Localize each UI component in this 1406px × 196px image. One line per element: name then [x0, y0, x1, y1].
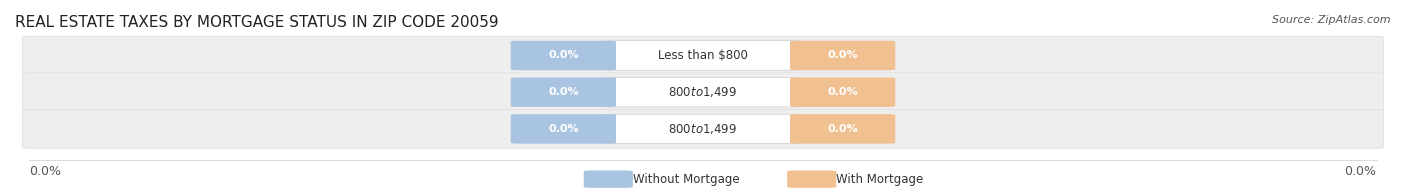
Text: REAL ESTATE TAXES BY MORTGAGE STATUS IN ZIP CODE 20059: REAL ESTATE TAXES BY MORTGAGE STATUS IN …: [15, 15, 499, 30]
Text: Without Mortgage: Without Mortgage: [633, 173, 740, 186]
FancyBboxPatch shape: [22, 36, 1384, 75]
Text: 0.0%: 0.0%: [1344, 165, 1376, 178]
Text: 0.0%: 0.0%: [548, 87, 579, 97]
FancyBboxPatch shape: [790, 114, 896, 144]
FancyBboxPatch shape: [22, 110, 1384, 148]
Text: $800 to $1,499: $800 to $1,499: [668, 122, 738, 136]
FancyBboxPatch shape: [510, 41, 616, 70]
FancyBboxPatch shape: [787, 171, 837, 188]
Text: Less than $800: Less than $800: [658, 49, 748, 62]
Text: 0.0%: 0.0%: [548, 51, 579, 61]
FancyBboxPatch shape: [510, 114, 616, 144]
Text: With Mortgage: With Mortgage: [837, 173, 924, 186]
FancyBboxPatch shape: [510, 77, 616, 107]
Text: 0.0%: 0.0%: [30, 165, 62, 178]
FancyBboxPatch shape: [790, 77, 896, 107]
Text: Source: ZipAtlas.com: Source: ZipAtlas.com: [1272, 15, 1391, 25]
Text: 0.0%: 0.0%: [827, 87, 858, 97]
FancyBboxPatch shape: [605, 77, 801, 107]
FancyBboxPatch shape: [605, 41, 801, 70]
FancyBboxPatch shape: [605, 114, 801, 144]
FancyBboxPatch shape: [790, 41, 896, 70]
Text: 0.0%: 0.0%: [827, 124, 858, 134]
Text: $800 to $1,499: $800 to $1,499: [668, 85, 738, 99]
FancyBboxPatch shape: [583, 171, 633, 188]
Text: 0.0%: 0.0%: [548, 124, 579, 134]
Text: 0.0%: 0.0%: [827, 51, 858, 61]
FancyBboxPatch shape: [22, 73, 1384, 112]
